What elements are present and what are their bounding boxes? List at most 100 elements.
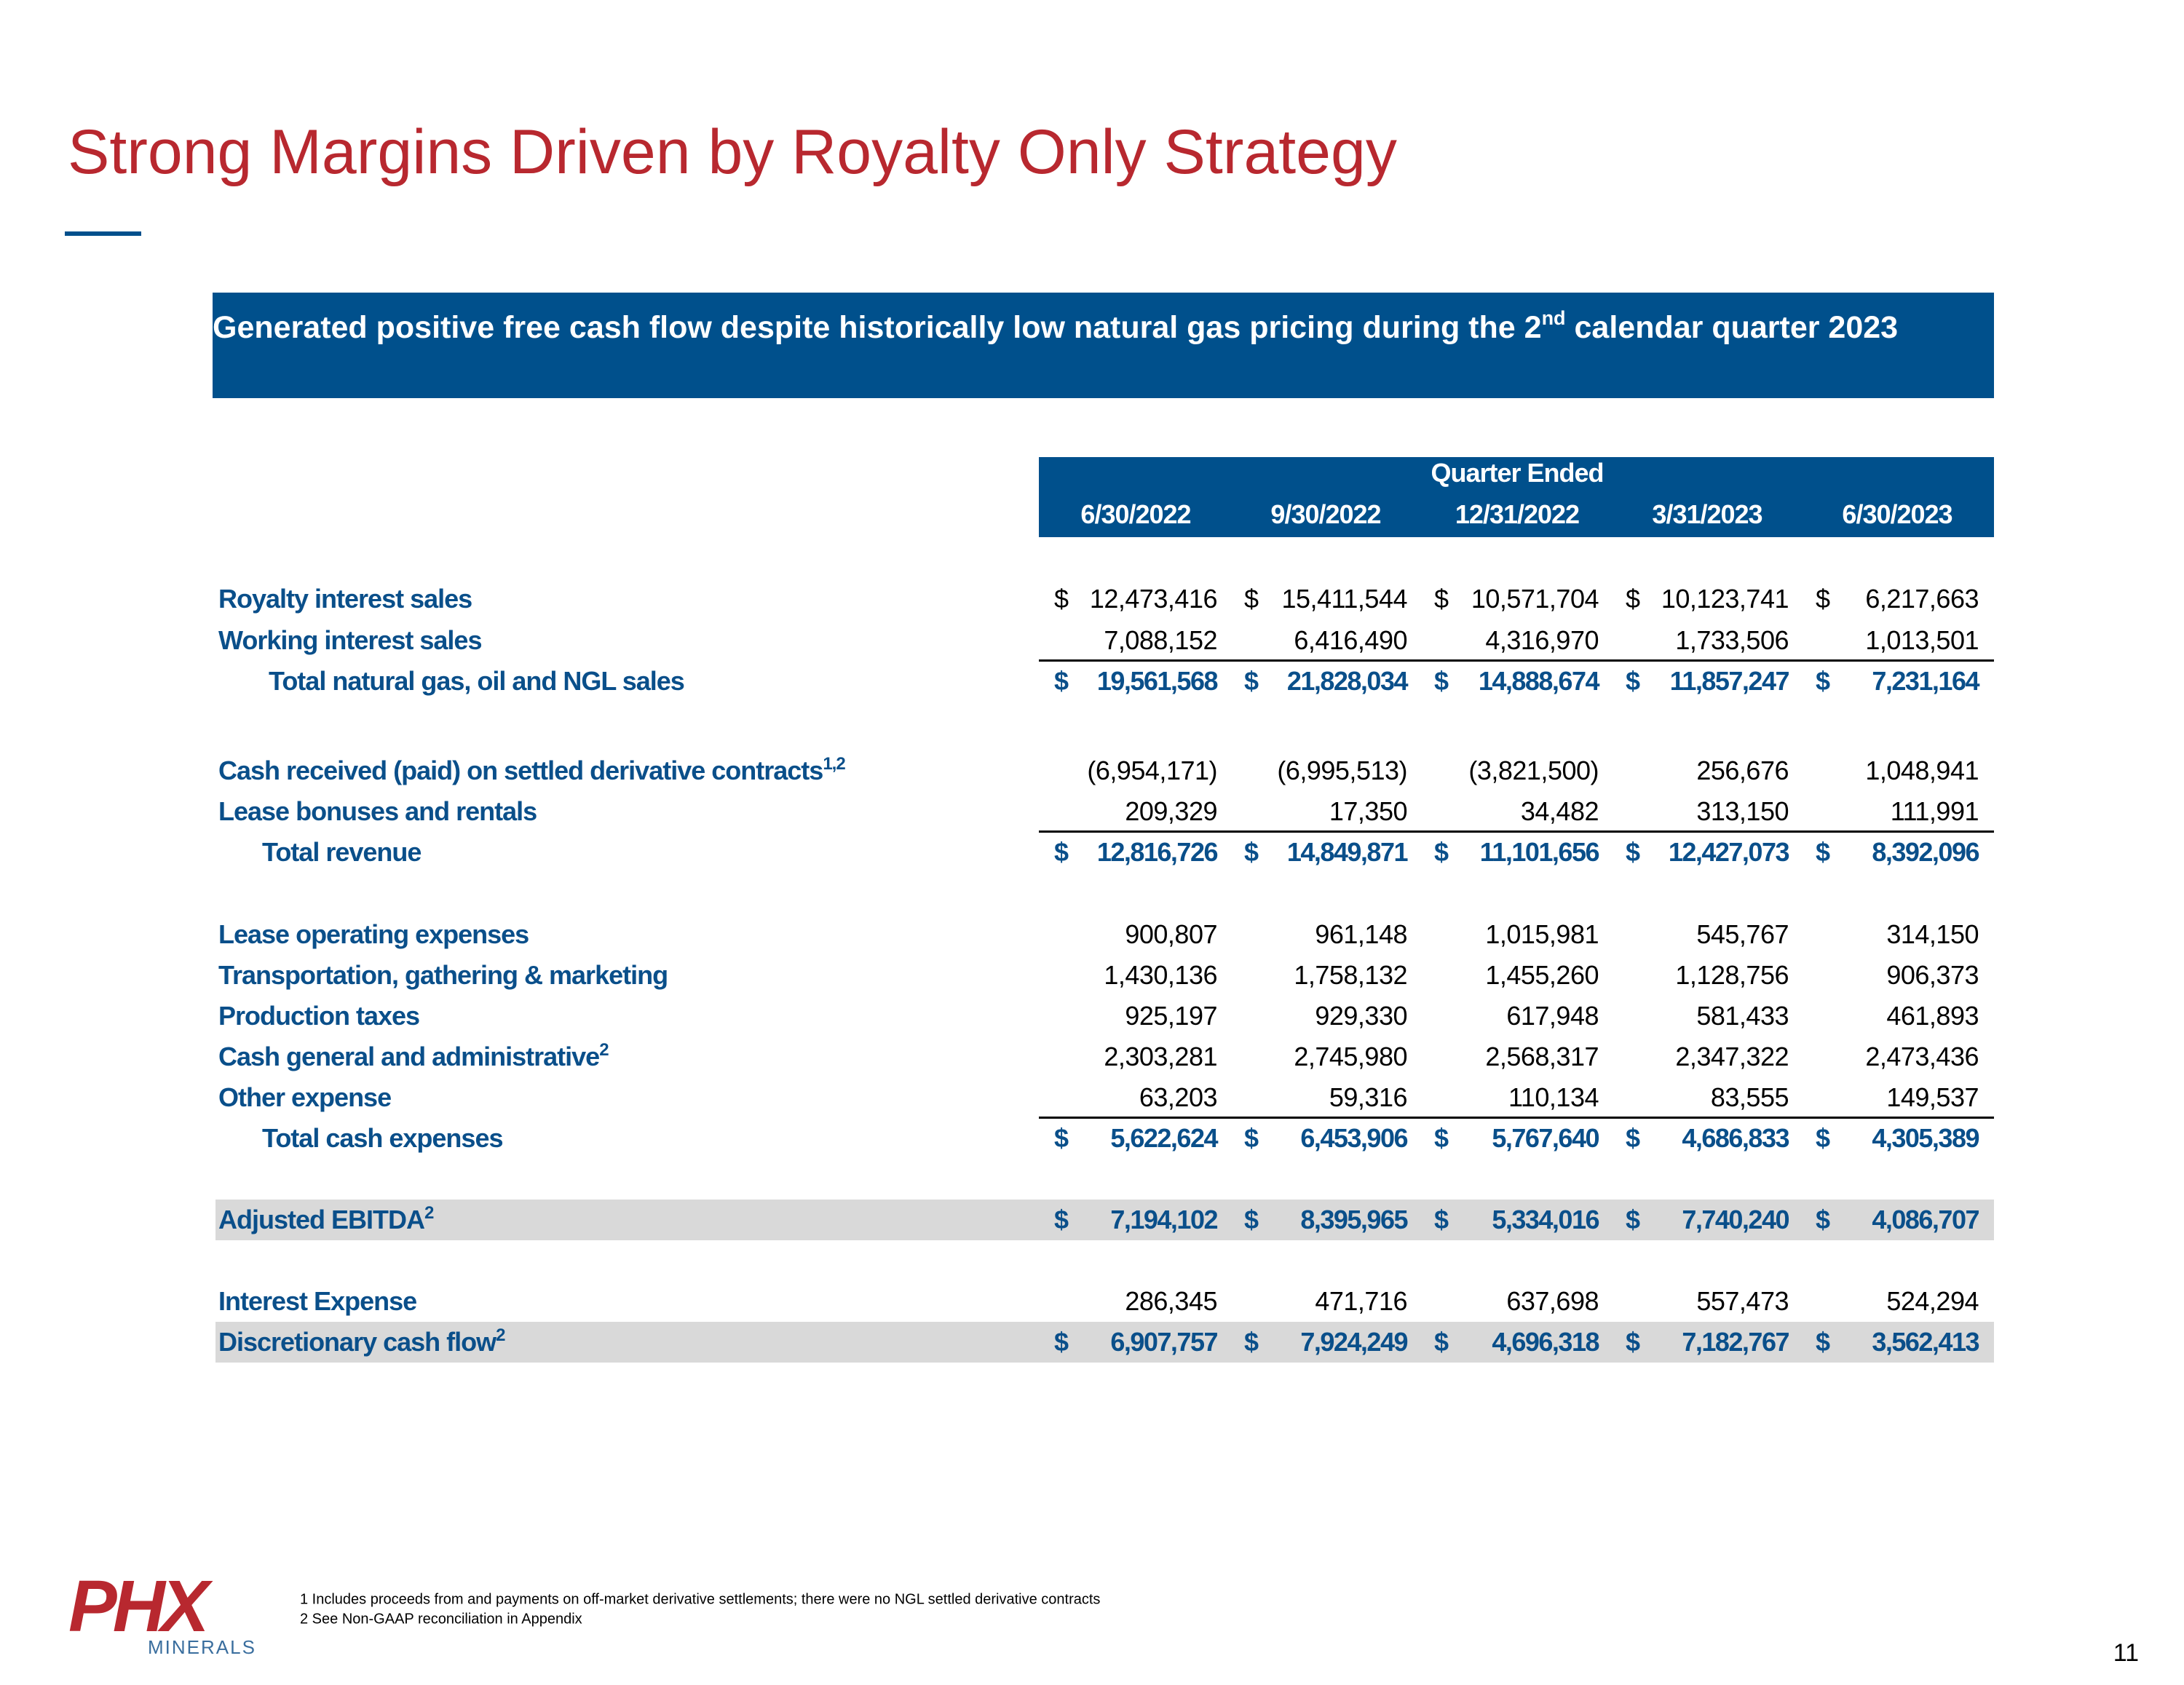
currency-symbol: $ [1626, 584, 1641, 614]
currency-symbol: $ [1626, 1205, 1640, 1234]
currency-symbol: $ [1816, 666, 1830, 696]
cell-value: 471,716 [1315, 1286, 1407, 1316]
cell-value: 1,048,941 [1865, 756, 1979, 785]
table-header-band [1039, 457, 1994, 537]
row-label-text: Royalty interest sales [218, 584, 472, 614]
logo-mark: PHX [68, 1566, 210, 1647]
currency-symbol: $ [1816, 1327, 1830, 1357]
row-label: Transportation, gathering & marketing [218, 960, 668, 991]
row-label: Total cash expenses [262, 1123, 503, 1154]
cell-value: 4,696,318 [1492, 1327, 1599, 1357]
cell-value: 111,991 [1890, 796, 1979, 826]
currency-symbol: $ [1816, 1123, 1830, 1153]
cell-value: 14,888,674 [1478, 666, 1600, 696]
row-label-text: Transportation, gathering & marketing [218, 960, 668, 990]
currency-symbol: $ [1054, 584, 1069, 614]
cell-value: 2,745,980 [1294, 1042, 1407, 1071]
cell-value: 12,473,416 [1089, 584, 1218, 614]
cell-value: 110,134 [1508, 1082, 1599, 1112]
cell-value: 2,303,281 [1104, 1042, 1217, 1071]
row-highlight [215, 1322, 1994, 1363]
cell-value: 10,123,741 [1661, 584, 1789, 614]
cell-value: 8,395,965 [1300, 1205, 1408, 1234]
footnote-ref: 1,2 [823, 754, 845, 774]
currency-symbol: $ [1244, 666, 1259, 696]
total-rule [1039, 1117, 1994, 1119]
row-label: Production taxes [218, 1001, 420, 1031]
currency-symbol: $ [1434, 584, 1449, 614]
currency-symbol: $ [1626, 1123, 1640, 1153]
currency-symbol: $ [1054, 666, 1069, 696]
table-group-header: Quarter Ended [1431, 458, 1604, 488]
cell-value: 7,088,152 [1104, 625, 1217, 655]
currency-symbol: $ [1816, 1205, 1830, 1234]
cell-value: 2,473,436 [1865, 1042, 1979, 1071]
currency-symbol: $ [1434, 666, 1449, 696]
cell-value: 19,561,568 [1096, 666, 1219, 696]
cell-value: 1,128,756 [1675, 960, 1789, 990]
currency-symbol: $ [1626, 666, 1640, 696]
banner-text: Generated positive free cash flow despit… [213, 310, 1542, 345]
cell-value: 581,433 [1696, 1001, 1789, 1031]
cell-value: 637,698 [1506, 1286, 1599, 1316]
logo-name: MINERALS [148, 1636, 256, 1658]
cell-value: 4,305,389 [1872, 1123, 1979, 1153]
currency-symbol: $ [1244, 1205, 1259, 1234]
cell-value: 3,562,413 [1872, 1327, 1979, 1357]
column-header: 9/30/2022 [1270, 499, 1381, 529]
cell-value: 7,740,240 [1682, 1205, 1789, 1234]
row-label: Total revenue [262, 837, 422, 868]
currency-symbol: $ [1434, 837, 1449, 867]
row-highlight [215, 1200, 1994, 1240]
footnote-ref: 2 [599, 1040, 609, 1060]
row-label: Lease operating expenses [218, 919, 529, 950]
cell-value: 2,347,322 [1675, 1042, 1789, 1071]
column-header: 12/31/2022 [1455, 499, 1580, 529]
currency-symbol: $ [1626, 837, 1640, 867]
page-number: 11 [2113, 1639, 2139, 1667]
row-label: Lease bonuses and rentals [218, 796, 537, 827]
cell-value: 63,203 [1139, 1082, 1218, 1112]
cell-value: 925,197 [1125, 1001, 1217, 1031]
currency-symbol: $ [1244, 837, 1259, 867]
currency-symbol: $ [1054, 1327, 1069, 1357]
cell-value: 4,086,707 [1872, 1205, 1979, 1234]
cell-value: 2,568,317 [1485, 1042, 1599, 1071]
cell-value: 1,013,501 [1865, 625, 1979, 655]
cell-value: 15,411,544 [1281, 584, 1407, 614]
banner-sup: nd [1541, 307, 1566, 329]
cell-value: 1,430,136 [1104, 960, 1217, 990]
cell-value: 7,182,767 [1682, 1327, 1789, 1357]
cell-value: 557,473 [1696, 1286, 1789, 1316]
column-header: 3/31/2023 [1652, 499, 1762, 529]
cell-value: 21,828,034 [1286, 666, 1409, 696]
column-header: 6/30/2022 [1080, 499, 1191, 529]
cell-value: 1,733,506 [1675, 625, 1789, 655]
cell-value: 11,857,247 [1669, 666, 1790, 696]
cell-value: 12,816,726 [1096, 837, 1219, 867]
title-rule [65, 231, 141, 236]
currency-symbol: $ [1816, 837, 1830, 867]
row-label: Working interest sales [218, 625, 482, 656]
currency-symbol: $ [1244, 584, 1259, 614]
column-header: 6/30/2023 [1842, 499, 1952, 529]
row-label-text: Interest Expense [218, 1286, 417, 1316]
total-rule [1039, 659, 1994, 662]
footnote: 2 See Non-GAAP reconciliation in Appendi… [300, 1611, 582, 1627]
cell-value: 14,849,871 [1286, 837, 1409, 867]
cell-value: 6,217,663 [1865, 584, 1979, 614]
cell-value: 6,453,906 [1300, 1123, 1408, 1153]
currency-symbol: $ [1434, 1205, 1449, 1234]
row-label-text: Lease operating expenses [218, 919, 529, 949]
row-label: Total natural gas, oil and NGL sales [269, 666, 685, 697]
cell-value: 4,686,833 [1682, 1123, 1789, 1153]
cell-value: 11,101,656 [1479, 837, 1600, 867]
row-label-text: Other expense [218, 1082, 392, 1112]
cell-value: 4,316,970 [1485, 625, 1599, 655]
currency-symbol: $ [1434, 1327, 1449, 1357]
cell-value: 1,758,132 [1294, 960, 1407, 990]
cell-value: 12,427,073 [1668, 837, 1790, 867]
footnote-ref: 2 [496, 1325, 505, 1345]
cell-value: 524,294 [1886, 1286, 1979, 1316]
